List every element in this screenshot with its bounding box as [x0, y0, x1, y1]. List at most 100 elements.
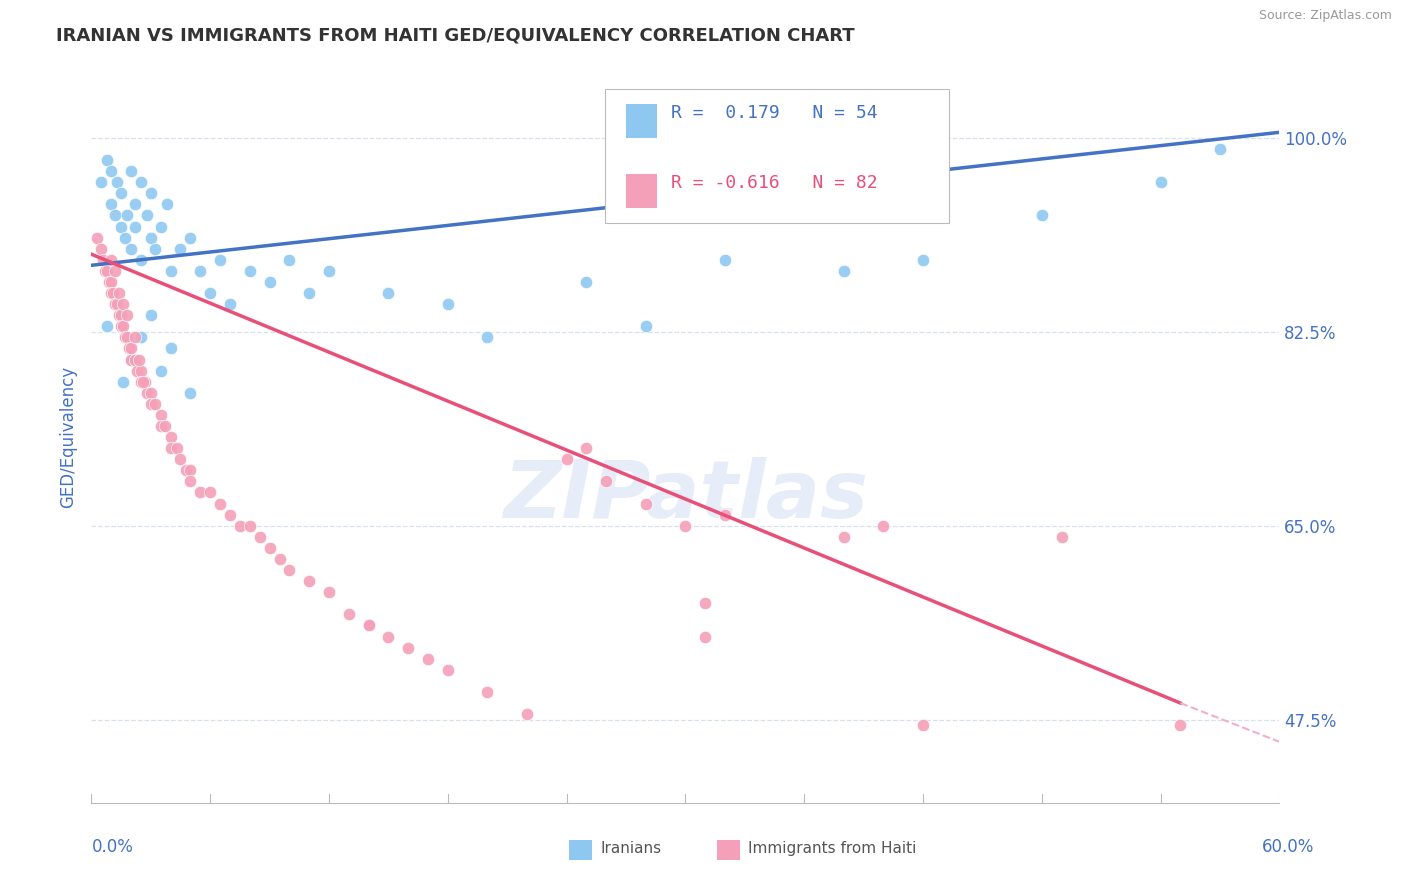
Point [139, 397, 162, 411]
Point [120, 352, 142, 367]
Point [259, 541, 281, 555]
Point [129, 330, 152, 344]
Point [108, 285, 131, 300]
Point [115, 209, 138, 223]
Point [118, 342, 141, 356]
Point [120, 242, 142, 256]
Y-axis label: GED/Equivalency: GED/Equivalency [59, 366, 77, 508]
Point [176, 463, 198, 477]
Point [96, 153, 118, 167]
Point [110, 219, 132, 234]
Text: ZIPatlas: ZIPatlas [503, 457, 868, 534]
Point [159, 441, 181, 455]
Point [832, 264, 855, 278]
Point [1031, 209, 1053, 223]
Point [911, 252, 934, 267]
Point [318, 264, 340, 278]
Point [129, 363, 152, 377]
Point [100, 252, 122, 267]
Point [634, 497, 657, 511]
Point [94, 264, 117, 278]
Point [135, 209, 157, 223]
Point [105, 175, 128, 189]
Point [1209, 142, 1232, 156]
Point [872, 518, 894, 533]
Point [114, 230, 136, 244]
Point [120, 352, 142, 367]
Point [188, 485, 211, 500]
Point [125, 363, 148, 377]
Point [595, 475, 617, 489]
Point [104, 297, 127, 311]
Point [634, 319, 657, 334]
Point [516, 707, 538, 722]
Point [149, 219, 172, 234]
Point [128, 352, 150, 367]
Point [156, 197, 179, 211]
Point [337, 607, 360, 622]
Point [1170, 718, 1192, 732]
Text: Source: ZipAtlas.com: Source: ZipAtlas.com [1258, 9, 1392, 22]
Point [318, 585, 340, 599]
Point [695, 630, 717, 644]
Point [673, 518, 696, 533]
Point [188, 264, 211, 278]
Point [108, 308, 131, 322]
Point [112, 297, 135, 311]
Point [96, 264, 118, 278]
Point [143, 397, 166, 411]
Point [278, 563, 301, 577]
Point [100, 164, 122, 178]
Point [149, 363, 172, 377]
Point [120, 164, 142, 178]
Point [101, 285, 124, 300]
Point [200, 285, 222, 300]
Point [159, 430, 181, 444]
Text: R = -0.616   N = 82: R = -0.616 N = 82 [671, 174, 877, 192]
Point [110, 186, 132, 201]
Text: 0.0%: 0.0% [91, 838, 134, 855]
Point [115, 308, 138, 322]
Point [269, 552, 291, 566]
Point [229, 518, 252, 533]
Point [179, 475, 201, 489]
Point [695, 596, 717, 610]
Text: Immigrants from Haiti: Immigrants from Haiti [748, 841, 917, 856]
Point [139, 385, 162, 400]
Point [100, 275, 122, 289]
Point [90, 242, 112, 256]
Point [209, 497, 232, 511]
Point [575, 441, 598, 455]
Text: Iranians: Iranians [600, 841, 661, 856]
Point [477, 685, 499, 699]
Point [143, 242, 166, 256]
Point [714, 508, 737, 522]
Point [129, 175, 152, 189]
Point [104, 297, 127, 311]
Point [377, 285, 399, 300]
Text: 60.0%: 60.0% [1263, 838, 1315, 855]
Point [219, 508, 242, 522]
Point [100, 285, 122, 300]
Point [477, 330, 499, 344]
Point [200, 485, 222, 500]
Point [110, 308, 132, 322]
Point [219, 297, 242, 311]
Point [555, 452, 578, 467]
Point [298, 574, 321, 589]
Point [112, 375, 135, 389]
Point [124, 219, 146, 234]
Point [91, 252, 114, 267]
Point [357, 618, 380, 632]
Point [90, 175, 112, 189]
Point [179, 463, 201, 477]
Point [714, 252, 737, 267]
Point [129, 375, 152, 389]
Point [134, 375, 156, 389]
Point [124, 197, 146, 211]
Point [1150, 175, 1173, 189]
Point [278, 252, 301, 267]
Point [575, 275, 598, 289]
Point [396, 640, 419, 655]
Point [105, 297, 128, 311]
